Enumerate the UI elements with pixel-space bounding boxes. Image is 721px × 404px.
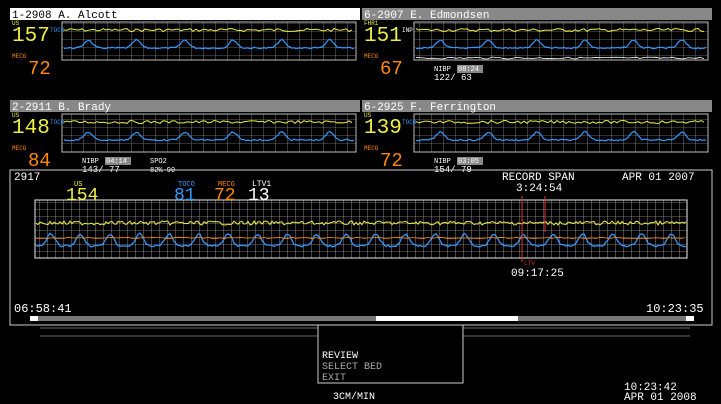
- bed-grid: [413, 113, 709, 153]
- bed-grid: [413, 21, 709, 61]
- bed-title-bar: [10, 100, 360, 112]
- scroll-thumb[interactable]: [376, 316, 518, 321]
- toco-label: TOCO: [402, 119, 417, 126]
- fhr-trace: [35, 220, 687, 227]
- main-bed: 2917: [14, 172, 40, 184]
- mecg-trace: [415, 56, 705, 60]
- end-time: 10:23:35: [646, 302, 704, 316]
- scrollbar[interactable]: [30, 316, 694, 321]
- toco-trace: [415, 38, 707, 50]
- fhr-trace: [63, 27, 353, 33]
- clock: 10:23:42: [624, 382, 677, 394]
- bed-grid: [61, 21, 357, 61]
- scroll-end: [30, 316, 38, 321]
- menu-box: [317, 324, 464, 384]
- hr-label: US: [364, 112, 372, 119]
- start-time: 06:58:41: [14, 302, 72, 316]
- toco-label: INP: [402, 27, 413, 34]
- us-value: 154: [66, 186, 98, 206]
- menu-item[interactable]: EXIT: [322, 373, 346, 384]
- mecg-value: 72: [214, 186, 236, 206]
- scroll-end: [686, 316, 694, 321]
- bed-title-bar: [362, 100, 712, 112]
- toco-value: 81: [174, 186, 196, 206]
- bed-title: 6-2907 E. Edmondsen: [364, 10, 489, 22]
- bed-title: 1-2908 A. Alcott: [12, 10, 118, 22]
- mecg-value: 84: [28, 150, 51, 172]
- fhr-trace: [415, 119, 705, 125]
- nibp-time: 04:14: [106, 158, 127, 166]
- hr-value: 148: [12, 117, 50, 140]
- marker-time: 09:17:25: [511, 268, 564, 280]
- fhr-trace: [415, 27, 705, 32]
- main-date: APR 01 2007: [622, 172, 695, 184]
- toco-label: TOCO: [50, 119, 65, 126]
- mecg-label: MECG: [218, 181, 235, 189]
- nibp-time-bg: [457, 157, 483, 165]
- nibp-label: NIBP: [434, 158, 451, 166]
- mecg-label: MECG: [12, 53, 27, 60]
- toco-label: TOCO: [178, 181, 195, 189]
- record-span-label: RECORD SPAN: [502, 172, 575, 184]
- hr-label: FHR1: [364, 20, 379, 27]
- bed-grid: [61, 113, 357, 153]
- bed-title-bar: [362, 8, 712, 20]
- record-span: 3:24:54: [516, 183, 563, 195]
- mecg-value: 72: [380, 150, 403, 172]
- toco-trace: [63, 38, 355, 50]
- hr-value: 151: [364, 25, 402, 48]
- nibp-time: 03:05: [458, 158, 479, 166]
- menu-item[interactable]: REVIEW: [322, 351, 358, 362]
- mecg-label: MECG: [12, 145, 27, 152]
- mecg-label: MECG: [364, 53, 379, 60]
- main-traces: [35, 220, 687, 248]
- mecg-label: MECG: [364, 145, 379, 152]
- mecg-value: 72: [28, 58, 51, 80]
- us-label: US: [74, 181, 82, 189]
- hr-label: US: [12, 112, 20, 119]
- bed-title: 2-2911 B. Brady: [12, 102, 111, 114]
- chart-speed: 3CM/MIN: [333, 391, 375, 403]
- nibp-time-bg: [105, 157, 131, 165]
- menu-item[interactable]: SELECT BED: [322, 362, 382, 373]
- toco-trace: [415, 130, 707, 142]
- toco-trace: [63, 130, 355, 142]
- ltv-label: LTV1: [252, 180, 271, 189]
- hr-value: 157: [12, 25, 50, 48]
- hr-label: US: [12, 20, 20, 27]
- footer-date: APR 01 2008: [624, 392, 697, 404]
- nibp-time: 08:24: [458, 66, 479, 74]
- nibp-time-bg: [457, 65, 483, 73]
- spo2-value: 82% 90: [150, 167, 175, 175]
- spo2-label: SPO2: [150, 158, 167, 166]
- toco-label: TOCO: [50, 27, 65, 34]
- bed-title-bar: [10, 8, 360, 20]
- hr-value: 139: [364, 117, 402, 140]
- toco-trace: [35, 232, 687, 248]
- nibp-label: NIBP: [434, 66, 451, 74]
- bed-title: 6-2925 F. Ferrington: [364, 102, 496, 114]
- fhr-trace: [63, 119, 353, 125]
- ltv-value: 13: [248, 186, 270, 206]
- main-grid: [34, 199, 688, 259]
- mecg-trace: [35, 236, 685, 240]
- mecg-value: 67: [380, 58, 403, 80]
- nibp-value: 122/ 63: [434, 73, 472, 83]
- marker-label: LTV: [524, 260, 535, 267]
- nibp-label: NIBP: [82, 158, 99, 166]
